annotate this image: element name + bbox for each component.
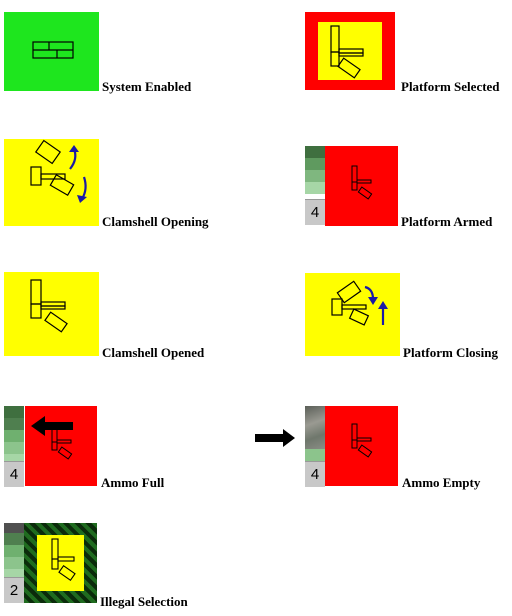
ammo-level-bar: [305, 406, 325, 461]
ammo-count: 2: [4, 577, 24, 603]
platform-icon: [331, 280, 388, 326]
ammo-count: 4: [4, 461, 24, 487]
platform-selected-tile[interactable]: [305, 12, 395, 90]
platform-icon: [31, 416, 73, 460]
system-enabled-tile[interactable]: [4, 12, 99, 91]
clamshell-opening-label: Clamshell Opening: [102, 214, 209, 229]
platform-icon: [351, 423, 373, 458]
ammo-level-bar: [4, 406, 24, 461]
illegal-selection-label: Illegal Selection: [100, 594, 188, 609]
clamshell-opened-label: Clamshell Opened: [102, 345, 205, 360]
rotate-arrows-icon: [364, 285, 388, 325]
ammo-count: 4: [305, 461, 325, 487]
ammo-count: 4: [305, 199, 325, 225]
illegal-selection-tile[interactable]: [24, 523, 97, 603]
ammo-level-bar: [305, 146, 325, 198]
ammo-full-label: Ammo Full: [101, 475, 165, 490]
right-arrow-icon: [255, 429, 295, 447]
illegal-selection-inner: [37, 535, 84, 591]
ammo-empty-label: Ammo Empty: [402, 475, 481, 490]
platform-selected-label: Platform Selected: [401, 79, 500, 94]
ammo-empty-tile[interactable]: [325, 406, 398, 486]
clamshell-opened-tile[interactable]: [4, 272, 99, 356]
platform-selected-inner: [318, 22, 382, 80]
ammo-full-tile[interactable]: [25, 406, 97, 486]
platform-armed-label: Platform Armed: [401, 214, 493, 229]
rotate-arrows-icon: [69, 145, 87, 203]
system-enabled-label: System Enabled: [102, 79, 192, 94]
platform-armed-tile[interactable]: [325, 146, 398, 226]
platform-icon: [30, 279, 68, 333]
platform-icon: [330, 25, 364, 79]
platform-icon: [351, 165, 373, 200]
ammo-level-bar: [4, 523, 24, 577]
platform-folded-icon: [32, 41, 74, 59]
platform-icon: [51, 538, 76, 582]
platform-closing-label: Platform Closing: [403, 345, 498, 360]
platform-icon: [30, 139, 87, 203]
clamshell-opening-tile[interactable]: [4, 139, 99, 226]
platform-closing-tile[interactable]: [305, 273, 400, 356]
left-arrow-icon: [31, 416, 73, 436]
